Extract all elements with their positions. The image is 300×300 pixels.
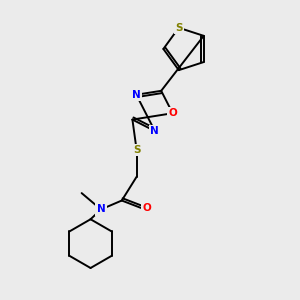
Text: N: N [97, 204, 105, 214]
Text: O: O [142, 203, 151, 213]
Text: N: N [132, 90, 141, 100]
Text: S: S [133, 145, 140, 155]
Text: S: S [175, 23, 182, 33]
Text: O: O [168, 108, 177, 118]
Text: N: N [151, 126, 159, 136]
